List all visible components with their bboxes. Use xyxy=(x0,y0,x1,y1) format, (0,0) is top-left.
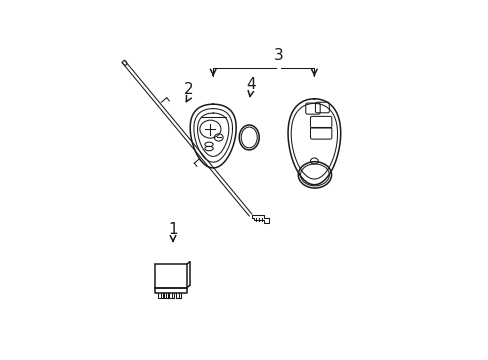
Text: 2: 2 xyxy=(183,82,193,97)
Text: 4: 4 xyxy=(245,77,255,92)
Text: 1: 1 xyxy=(168,222,178,237)
Text: 3: 3 xyxy=(273,48,283,63)
Bar xyxy=(155,264,186,288)
